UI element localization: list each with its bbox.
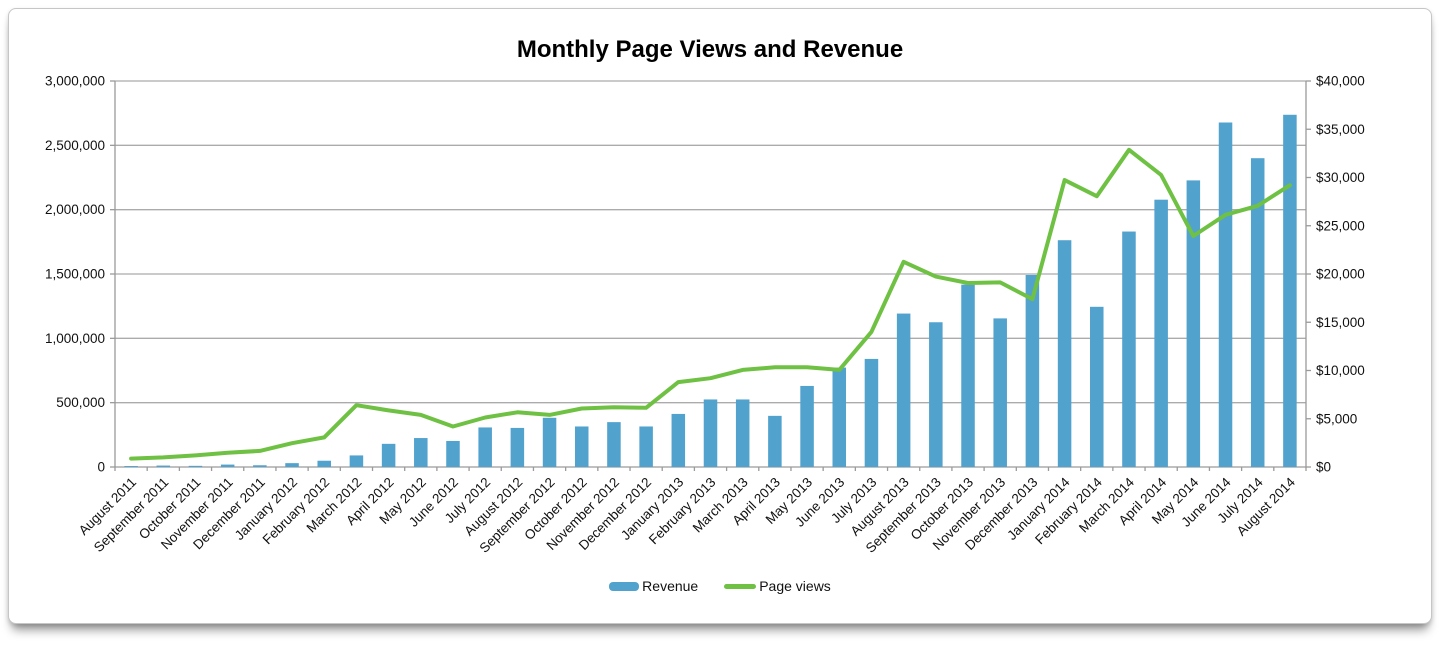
right-tick-label: $40,000 <box>1316 74 1365 89</box>
left-tick-label: 3,000,000 <box>45 74 105 89</box>
revenue-bar <box>832 367 847 467</box>
revenue-bar <box>896 313 911 467</box>
revenue-bar <box>671 413 686 467</box>
revenue-bar <box>1218 122 1233 468</box>
page-views-swatch <box>724 583 757 589</box>
revenue-bar <box>317 460 331 467</box>
revenue-bar <box>929 322 943 467</box>
revenue-bar <box>414 438 428 467</box>
revenue-bar <box>542 417 557 467</box>
right-tick-label: $25,000 <box>1316 218 1365 233</box>
revenue-bar <box>478 427 492 467</box>
right-axis-labels: $0 $5,000 $10,000 $15,000 $20,000 $25,000 $30,… <box>1316 74 1365 475</box>
gridlines <box>115 80 1306 404</box>
right-tick-label: $30,000 <box>1316 170 1365 185</box>
combo-chart: Monthly Page Views and Revenue 0 500,000 1… <box>45 36 1365 556</box>
axis-ticks <box>110 80 1311 471</box>
revenue-bar <box>961 284 975 467</box>
revenue-bar <box>574 426 589 467</box>
left-tick-label: 2,500,000 <box>45 138 105 153</box>
revenue-bar <box>253 465 267 467</box>
revenue-bar <box>1283 114 1297 468</box>
revenue-bar <box>1090 306 1104 467</box>
right-tick-label: $20,000 <box>1316 267 1365 282</box>
legend-item-revenue: Revenue <box>609 578 698 594</box>
left-tick-label: 2,000,000 <box>45 202 105 217</box>
revenue-bar <box>220 464 235 467</box>
left-tick-label: 500,000 <box>56 395 105 410</box>
revenue-bar <box>768 415 782 467</box>
left-axis-labels: 0 500,000 1,000,000 1,500,000 2,000,000 2,500… <box>45 74 105 475</box>
revenue-bar <box>188 465 203 467</box>
revenue-bars <box>124 114 1297 468</box>
revenue-bar <box>349 455 364 467</box>
revenue-swatch <box>609 581 640 591</box>
left-tick-label: 1,500,000 <box>45 267 105 282</box>
revenue-bar <box>285 463 299 467</box>
revenue-bar <box>735 399 750 467</box>
revenue-bar <box>607 422 621 467</box>
revenue-bar <box>1122 231 1136 467</box>
revenue-bar <box>124 466 138 468</box>
revenue-bar <box>1057 240 1072 467</box>
revenue-bar <box>1154 199 1168 467</box>
right-tick-label: $35,000 <box>1316 122 1365 137</box>
legend-item-page-views: Page views <box>724 578 831 594</box>
legend: Revenue Page views <box>9 575 1431 597</box>
revenue-bar <box>800 385 814 467</box>
revenue-bar <box>156 465 171 467</box>
revenue-bar <box>1186 180 1201 467</box>
right-tick-label: $5,000 <box>1316 411 1357 426</box>
revenue-bar <box>1025 274 1040 467</box>
revenue-bar <box>639 426 653 467</box>
chart-title: Monthly Page Views and Revenue <box>517 36 903 63</box>
revenue-bar <box>381 443 396 467</box>
revenue-bar <box>446 440 460 467</box>
page-views-line-path <box>129 147 1292 461</box>
legend-label-page-views: Page views <box>759 578 831 594</box>
right-tick-label: $0 <box>1316 460 1331 475</box>
left-tick-label: 0 <box>97 460 105 475</box>
right-tick-label: $15,000 <box>1316 315 1365 330</box>
revenue-bar <box>510 427 525 467</box>
legend-label-revenue: Revenue <box>642 578 699 594</box>
revenue-bar <box>703 399 718 467</box>
right-tick-label: $10,000 <box>1316 363 1365 378</box>
revenue-bar <box>1250 158 1265 467</box>
chart-panel: Monthly Page Views and Revenue 0 500,000 1… <box>8 8 1432 624</box>
revenue-bar <box>993 318 1007 467</box>
revenue-bar <box>864 358 879 467</box>
page-views-line <box>129 147 1292 461</box>
left-tick-label: 1,000,000 <box>45 331 105 346</box>
